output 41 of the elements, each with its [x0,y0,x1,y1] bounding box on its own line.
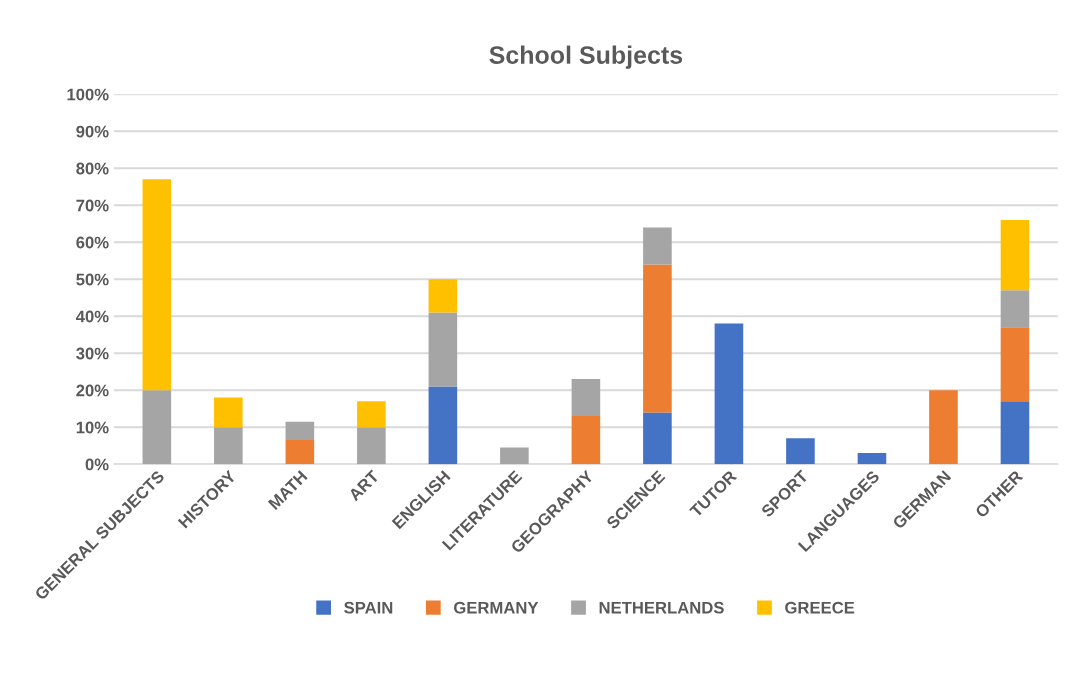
bar [643,264,672,413]
bar [357,427,386,465]
y-tick-label: 10% [76,421,109,434]
y-tick-label: 50% [76,273,109,286]
y-tick-label: 30% [76,347,109,360]
bar [428,279,458,313]
legend-label: SPAIN [344,601,393,614]
legend-label: GREECE [785,601,855,614]
y-tick-label: 0% [85,458,109,471]
bar [714,323,744,465]
bar [1000,401,1030,465]
bar [214,397,243,428]
bar [571,379,601,417]
bar [285,440,315,465]
bar [214,427,243,465]
y-tick-label: 90% [76,125,109,138]
bar [571,416,601,465]
bar [285,421,315,441]
legend-label: GERMANY [454,601,539,614]
bar [857,453,887,465]
bar [500,447,529,465]
bar [929,390,958,465]
bar [428,386,458,465]
bar [1000,220,1030,291]
y-tick-label: 70% [76,199,109,212]
bar [142,179,172,391]
y-tick-label: 60% [76,236,109,249]
y-tick-label: 40% [75,310,109,323]
bar [357,401,386,428]
bar [786,438,815,465]
bar [643,227,672,265]
bar [142,390,172,465]
bar [643,412,672,465]
y-tick-label: 20% [76,384,109,397]
bar [1000,290,1030,328]
legend-label: NETHERLANDS [599,601,724,614]
bar [1000,327,1030,402]
bar [428,312,458,387]
y-tick-label: 80% [76,162,109,175]
y-tick-label: 100% [67,88,109,101]
chart-title: School Subjects [489,45,683,69]
